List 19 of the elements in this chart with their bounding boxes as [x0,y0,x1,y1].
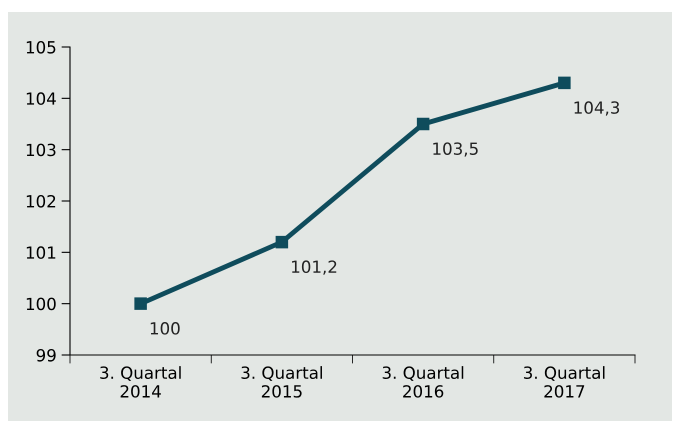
y-tick-label: 100 [26,298,56,310]
point [416,118,430,130]
y-tick-label: 99 [36,348,56,362]
data-label: 103,5 [433,142,478,157]
y-tick-label: 103 [26,144,56,156]
y-tick-label: 104 [26,92,56,105]
point [558,76,571,90]
x-tick-label: 3. Quartal 2015 [241,366,322,398]
x-tick-label: 3. Quartal 2016 [382,366,464,398]
y-tick-label: 102 [26,194,56,208]
point [134,297,147,310]
point [276,236,288,248]
data-label: 100 [150,322,180,335]
data-label: 104,3 [574,101,620,116]
y-tick-label: 101 [26,246,56,259]
data-label: 101,2 [292,260,336,275]
y-tick-label: 105 [26,40,56,54]
x-tick-label: 3. Quartal 2017 [524,366,604,398]
x-tick-label: 3. Quartal 2014 [100,366,181,398]
